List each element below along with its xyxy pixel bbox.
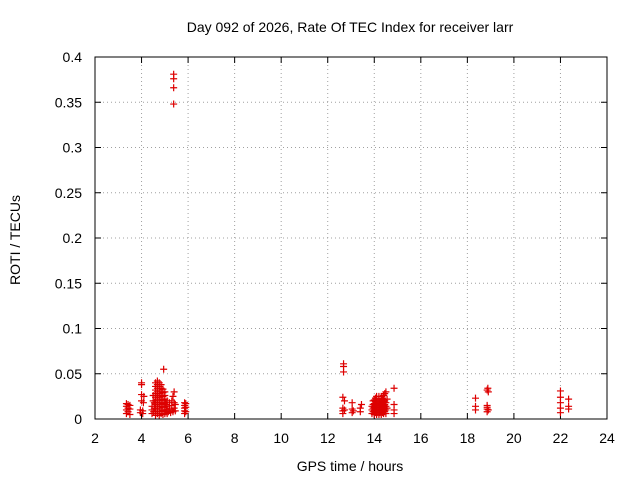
y-tick-label: 0	[74, 411, 82, 427]
data-point	[484, 406, 492, 414]
data-point	[556, 393, 564, 401]
data-point	[139, 399, 147, 407]
data-points	[122, 70, 573, 419]
y-tick-label: 0.3	[63, 140, 83, 156]
data-point	[181, 399, 189, 407]
x-axis-label: GPS time / hours	[297, 458, 404, 474]
data-point	[182, 400, 190, 408]
x-tick-label: 6	[184, 430, 192, 446]
x-tick-label: 12	[320, 430, 336, 446]
y-tick-label: 0.25	[55, 185, 82, 201]
x-tick-label: 10	[273, 430, 289, 446]
y-tick-label: 0.4	[63, 49, 83, 65]
data-point	[139, 407, 147, 415]
data-point	[382, 388, 390, 396]
data-point	[340, 397, 348, 405]
data-point	[171, 401, 179, 409]
data-point	[390, 401, 398, 409]
y-tick-label: 0.2	[63, 230, 83, 246]
data-point	[348, 399, 356, 407]
data-point	[161, 388, 169, 396]
data-point	[170, 84, 178, 92]
data-point	[340, 406, 348, 414]
y-tick-label: 0.35	[55, 94, 82, 110]
data-point	[171, 407, 179, 415]
data-point	[484, 388, 492, 396]
x-tick-label: 4	[138, 430, 146, 446]
x-tick-label: 16	[413, 430, 429, 446]
x-tick-label: 24	[599, 430, 615, 446]
x-tick-label: 8	[231, 430, 239, 446]
data-point	[340, 360, 348, 368]
data-point	[140, 392, 148, 400]
plot-frame	[94, 56, 608, 420]
data-point	[556, 387, 564, 395]
data-point	[349, 407, 357, 415]
x-tick-label: 22	[553, 430, 569, 446]
y-axis-label: ROTI / TECUs	[7, 195, 23, 285]
data-point	[390, 384, 398, 392]
grid-lines	[95, 57, 607, 419]
x-tick-label: 2	[91, 430, 99, 446]
data-point	[357, 401, 365, 409]
x-tick-label: 18	[460, 430, 476, 446]
data-point	[340, 368, 348, 376]
data-point	[170, 75, 178, 83]
y-tick-label: 0.1	[63, 321, 83, 337]
data-point	[126, 401, 134, 409]
x-tick-label: 14	[366, 430, 382, 446]
data-point	[565, 395, 573, 403]
data-point	[170, 388, 178, 396]
data-point	[383, 404, 391, 412]
x-tick-label: 20	[506, 430, 522, 446]
y-tick-label: 0.15	[55, 275, 82, 291]
data-point	[483, 401, 491, 409]
data-point	[356, 404, 364, 412]
data-point	[157, 381, 165, 389]
data-point	[339, 393, 347, 401]
data-point	[565, 402, 573, 410]
data-point	[472, 394, 480, 402]
data-point	[382, 399, 390, 407]
data-point	[472, 402, 480, 410]
data-point	[170, 100, 178, 108]
data-point	[160, 365, 168, 373]
y-tick-label: 0.05	[55, 366, 82, 382]
data-point	[383, 395, 391, 403]
tick-labels: 2 4 6 8 10 12 14 16 18 20 22 2400.050.10.150.20.250…	[55, 49, 615, 446]
data-point	[169, 392, 177, 400]
chart-title: Day 092 of 2026, Rate Of TEC Index for r…	[187, 19, 514, 35]
data-point	[138, 379, 146, 387]
